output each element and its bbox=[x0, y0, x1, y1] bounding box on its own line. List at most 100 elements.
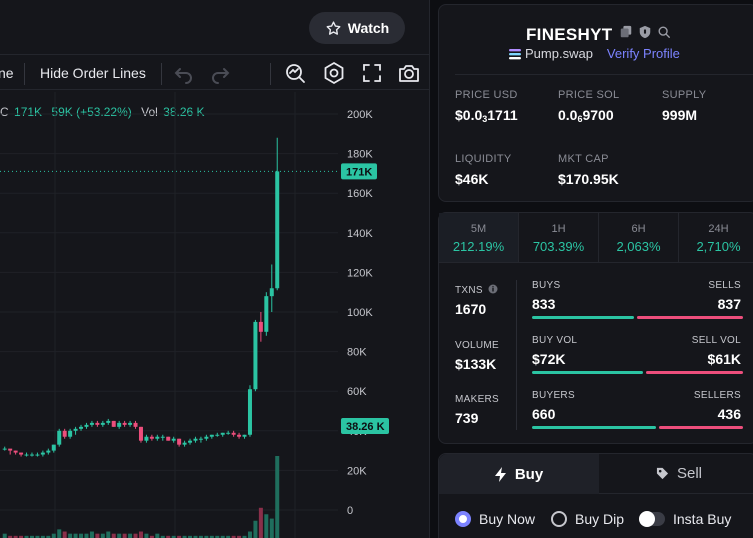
search-icon[interactable] bbox=[657, 25, 671, 39]
price-tick-label: 80K bbox=[347, 347, 367, 359]
candle-body bbox=[253, 321, 258, 390]
volume-bar bbox=[269, 518, 274, 538]
price-chart[interactable]: C 171K 59K (+53.22%) Vol 38.26 K 200K 180… bbox=[0, 92, 430, 538]
price-tick-label: 100K bbox=[347, 307, 373, 319]
stat-label: PRICE USD bbox=[455, 89, 518, 101]
timeframe-label: 24H bbox=[708, 223, 729, 235]
volume-bar bbox=[231, 535, 236, 538]
sell-vol-label: SELL VOL bbox=[691, 335, 741, 346]
price-tick-label: 20K bbox=[347, 465, 367, 477]
candle-body bbox=[138, 426, 143, 441]
timeframe-label: 1H bbox=[551, 223, 566, 235]
volume-bar bbox=[111, 533, 116, 538]
volume-bar bbox=[188, 535, 193, 538]
volume-bar bbox=[89, 531, 94, 538]
settings-hex-icon[interactable] bbox=[322, 61, 346, 85]
copy-icon[interactable] bbox=[619, 25, 633, 39]
candle-body bbox=[193, 438, 198, 441]
volume-bar bbox=[84, 533, 89, 538]
stat-price-sol: PRICE SOL 0.069700 bbox=[558, 89, 619, 124]
camera-icon[interactable] bbox=[397, 61, 421, 85]
buy-vol-label: BUY VOL bbox=[532, 335, 578, 346]
tag-icon bbox=[656, 467, 669, 480]
volume-bar bbox=[193, 535, 198, 538]
indicator-tool-icon[interactable] bbox=[283, 61, 307, 85]
verify-profile-link[interactable]: Verify Profile bbox=[606, 46, 680, 61]
undo-icon[interactable] bbox=[172, 61, 196, 85]
candle-body bbox=[133, 422, 138, 427]
candle-body bbox=[226, 432, 231, 434]
volume-bar bbox=[35, 535, 40, 538]
toolbar-partial-item[interactable]: ne bbox=[0, 65, 14, 81]
buy-vol-ratio-bar bbox=[532, 371, 643, 374]
candle-body bbox=[247, 389, 252, 435]
insta-buy-toggle[interactable] bbox=[639, 511, 665, 527]
candle-body bbox=[160, 436, 165, 438]
info-icon[interactable] bbox=[488, 284, 498, 294]
radio-selected-icon[interactable] bbox=[455, 511, 471, 527]
buy-dip-option[interactable]: Buy Dip bbox=[551, 511, 624, 527]
volume-bar bbox=[166, 535, 171, 538]
sell-tab[interactable]: Sell bbox=[599, 454, 753, 494]
timeframe-tab-24h[interactable]: 24H 2,710% bbox=[679, 213, 753, 263]
hide-order-lines-button[interactable]: Hide Order Lines bbox=[40, 65, 146, 81]
candle-body bbox=[106, 420, 111, 423]
volume-bar bbox=[138, 531, 143, 538]
timeframe-tab-5m[interactable]: 5M 212.19% bbox=[439, 213, 519, 263]
volume-bar bbox=[149, 535, 154, 538]
candle-body bbox=[166, 436, 171, 441]
txns-divider bbox=[516, 280, 517, 430]
candle-body bbox=[19, 452, 24, 455]
candle-body bbox=[215, 434, 220, 436]
insta-buy-label: Insta Buy bbox=[673, 511, 732, 527]
txns-value: 1670 bbox=[455, 301, 487, 317]
timeframe-tab-1h[interactable]: 1H 703.39% bbox=[519, 213, 599, 263]
candle-body bbox=[155, 436, 160, 439]
watch-label: Watch bbox=[347, 20, 390, 36]
toolbar-divider bbox=[24, 63, 25, 85]
volume-bar bbox=[247, 531, 252, 538]
last-price-label: 171K bbox=[346, 166, 372, 178]
volume-bar bbox=[275, 456, 280, 538]
ohlc-close: 171K bbox=[14, 105, 42, 119]
trade-card: Buy Sell Buy Now Buy Dip Insta Buy bbox=[438, 453, 753, 538]
dex-name[interactable]: Pump.swap bbox=[525, 46, 593, 61]
candle-body bbox=[73, 428, 78, 431]
volume-bar bbox=[258, 507, 263, 538]
volume-badge bbox=[341, 418, 389, 434]
stat-liquidity: LIQUIDITY $46K bbox=[455, 153, 512, 187]
redo-icon[interactable] bbox=[208, 61, 232, 85]
candle-body bbox=[264, 296, 269, 332]
fullscreen-icon[interactable] bbox=[360, 61, 384, 85]
insta-buy-option[interactable]: Insta Buy bbox=[639, 511, 731, 527]
buy-now-option[interactable]: Buy Now bbox=[455, 511, 535, 527]
stat-supply: SUPPLY 999M bbox=[662, 89, 706, 123]
volume-bar bbox=[198, 535, 203, 538]
price-tick-label: 180K bbox=[347, 149, 373, 161]
timeframe-tab-6h[interactable]: 6H 2,063% bbox=[599, 213, 679, 263]
volume-bar bbox=[24, 535, 29, 538]
radio-empty-icon[interactable] bbox=[551, 511, 567, 527]
sellers-label: SELLERS bbox=[693, 390, 741, 401]
volume-bar bbox=[226, 535, 231, 538]
watch-button[interactable]: Watch bbox=[309, 12, 405, 44]
volume-bar bbox=[253, 520, 258, 538]
buy-tab[interactable]: Buy bbox=[439, 454, 599, 494]
volume-bar bbox=[62, 531, 67, 538]
volume-bar bbox=[237, 535, 242, 538]
volume-bar bbox=[171, 535, 176, 538]
volume-bar bbox=[209, 535, 214, 538]
txns-label: TXNS bbox=[455, 285, 483, 296]
buy-vol-value: $72K bbox=[532, 351, 566, 367]
timeframe-change: 2,710% bbox=[696, 239, 741, 254]
chart-panel: Watch ne Hide Order Lines C 171K 59K (+5… bbox=[0, 0, 430, 538]
ohlc-change: 59K (+53.22%) bbox=[51, 105, 131, 119]
ohlc-vol-label: Vol bbox=[141, 105, 158, 119]
dex-line: Pump.swap Verify Profile bbox=[509, 46, 680, 61]
shield-icon[interactable] bbox=[638, 25, 652, 39]
candle-body bbox=[220, 432, 225, 435]
volume-bar bbox=[8, 535, 13, 538]
price-tick-label: 120K bbox=[347, 267, 373, 279]
sells-label: SELLS bbox=[708, 280, 741, 291]
candle-body bbox=[13, 450, 18, 453]
